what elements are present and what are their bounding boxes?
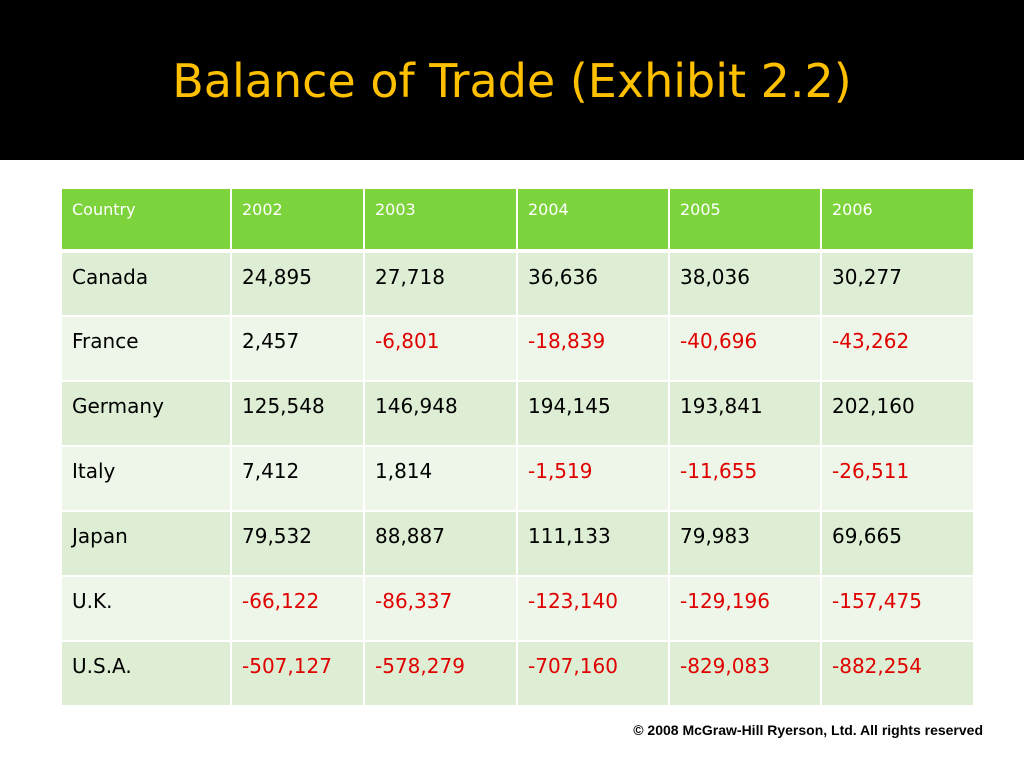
value-cell: 194,145 [516,380,670,447]
value-cell: -157,475 [820,575,975,642]
header-row: Country 2002 2003 2004 2005 2006 [60,187,975,252]
table-body: Canada 24,895 27,718 36,636 38,036 30,27… [60,250,975,707]
header-country: Country [60,187,232,252]
value-cell: 2,457 [230,315,365,382]
value-cell: 24,895 [230,250,365,317]
header-year: 2005 [668,187,822,252]
value-cell: -829,083 [668,640,822,707]
value-cell: 30,277 [820,250,975,317]
value-cell: 7,412 [230,445,365,512]
value-cell: 36,636 [516,250,670,317]
value-cell: -507,127 [230,640,365,707]
header-year: 2006 [820,187,975,252]
value-cell: -11,655 [668,445,822,512]
value-cell: 111,133 [516,510,670,577]
country-cell: France [60,315,232,382]
value-cell: -26,511 [820,445,975,512]
country-cell: U.S.A. [60,640,232,707]
value-cell: -882,254 [820,640,975,707]
table-row: Italy 7,412 1,814 -1,519 -11,655 -26,511 [60,445,975,512]
value-cell: -129,196 [668,575,822,642]
balance-of-trade-table: Country 2002 2003 2004 2005 2006 Canada … [60,187,975,707]
value-cell: 146,948 [363,380,518,447]
value-cell: -6,801 [363,315,518,382]
title-bar [0,0,1024,160]
value-cell: 69,665 [820,510,975,577]
value-cell: 27,718 [363,250,518,317]
country-cell: Canada [60,250,232,317]
table-header: Country 2002 2003 2004 2005 2006 [60,187,975,252]
value-cell: -86,337 [363,575,518,642]
copyright-notice: © 2008 McGraw-Hill Ryerson, Ltd. All rig… [633,722,983,738]
value-cell: 79,983 [668,510,822,577]
header-year: 2003 [363,187,518,252]
value-cell: 202,160 [820,380,975,447]
country-cell: Germany [60,380,232,447]
value-cell: 193,841 [668,380,822,447]
value-cell: -18,839 [516,315,670,382]
value-cell: -43,262 [820,315,975,382]
value-cell: 79,532 [230,510,365,577]
table-row: France 2,457 -6,801 -18,839 -40,696 -43,… [60,315,975,382]
value-cell: -707,160 [516,640,670,707]
value-cell: -66,122 [230,575,365,642]
country-cell: U.K. [60,575,232,642]
value-cell: -1,519 [516,445,670,512]
value-cell: -578,279 [363,640,518,707]
table-row: U.S.A. -507,127 -578,279 -707,160 -829,0… [60,640,975,707]
value-cell: 125,548 [230,380,365,447]
slide-title: Balance of Trade (Exhibit 2.2) [172,54,852,108]
header-year: 2004 [516,187,670,252]
table-row: Canada 24,895 27,718 36,636 38,036 30,27… [60,250,975,317]
table-row: Germany 125,548 146,948 194,145 193,841 … [60,380,975,447]
value-cell: -123,140 [516,575,670,642]
country-cell: Japan [60,510,232,577]
value-cell: 1,814 [363,445,518,512]
table-row: U.K. -66,122 -86,337 -123,140 -129,196 -… [60,575,975,642]
table-row: Japan 79,532 88,887 111,133 79,983 69,66… [60,510,975,577]
value-cell: 88,887 [363,510,518,577]
country-cell: Italy [60,445,232,512]
value-cell: 38,036 [668,250,822,317]
header-year: 2002 [230,187,365,252]
value-cell: -40,696 [668,315,822,382]
